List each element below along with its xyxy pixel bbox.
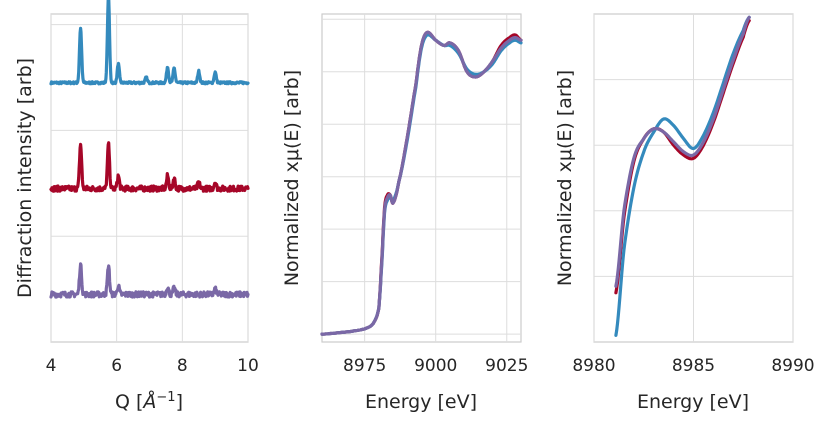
y-axis-label: Normalized xμ(E) [arb] (554, 70, 576, 286)
x-tick-label: 8 (177, 356, 188, 376)
x-tick-label: 8985 (672, 356, 715, 376)
x-tick-label: 4 (46, 356, 57, 376)
x-tick-labels: 4 6 8 10 (46, 356, 259, 376)
x-tick-label: 10 (237, 356, 259, 376)
grid-lines (322, 14, 521, 342)
x-tick-labels: 8980 8985 8990 (572, 356, 814, 376)
x-tick-label: 8990 (771, 356, 814, 376)
xanes-panel: 8975 9000 9025 Energy [eV] Normalized xμ(E… (281, 13, 528, 413)
series-lines (49, 0, 250, 299)
x-tick-label: 6 (111, 356, 122, 376)
x-axis-label: Q [Å−1] (115, 390, 183, 413)
series-lines (320, 30, 523, 336)
edge-zoom-panel: 8980 8985 8990 Energy [eV] Normalized xμ(E… (554, 13, 815, 413)
x-tick-label: 9025 (485, 356, 528, 376)
grid-lines (593, 14, 794, 342)
x-tick-label: 8975 (343, 356, 386, 376)
x-axis-label: Energy [eV] (637, 391, 749, 413)
series-line-purple (320, 30, 523, 336)
y-axis-label: Diffraction intensity [arb] (14, 58, 36, 298)
x-tick-labels: 8975 9000 9025 (343, 356, 528, 376)
series-line-blue (614, 15, 751, 337)
diffraction-panel: 4 6 8 10 Q [Å−1] Diffraction intensity [arb… (14, 0, 259, 413)
series-line-red (49, 141, 250, 193)
x-tick-label: 9000 (414, 356, 457, 376)
series-line-blue (49, 0, 250, 86)
y-axis-label: Normalized xμ(E) [arb] (281, 70, 303, 286)
series-line-purple (49, 262, 250, 299)
x-axis-label: Energy [eV] (365, 391, 477, 413)
x-tick-label: 8980 (572, 356, 615, 376)
series-line-purple (614, 15, 751, 288)
series-lines (614, 15, 751, 337)
